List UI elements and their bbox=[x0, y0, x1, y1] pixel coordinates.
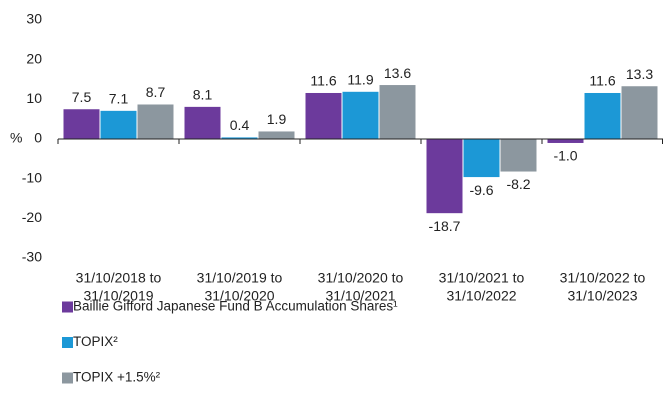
bar bbox=[500, 139, 537, 172]
bar bbox=[463, 139, 500, 178]
value-label: 11.6 bbox=[589, 73, 615, 89]
value-label: -18.7 bbox=[429, 218, 461, 234]
bar bbox=[342, 91, 379, 139]
value-label: 13.6 bbox=[384, 65, 411, 81]
y-tick-label: -10 bbox=[22, 169, 42, 185]
legend-swatch bbox=[62, 301, 73, 313]
value-label: 8.7 bbox=[146, 84, 166, 100]
legend-swatch bbox=[62, 337, 73, 348]
x-tick-label: 31/10/2018 to bbox=[76, 270, 162, 286]
value-label: 7.1 bbox=[109, 91, 129, 107]
x-tick-label: 31/10/2019 to bbox=[197, 270, 283, 286]
bar bbox=[100, 110, 137, 139]
bar bbox=[184, 106, 221, 139]
value-label: 1.9 bbox=[267, 111, 287, 127]
x-tick-label: 31/10/2019 bbox=[83, 288, 153, 304]
legend-label: TOPIX² bbox=[73, 334, 118, 349]
value-label: 13.3 bbox=[626, 66, 653, 82]
bar bbox=[621, 86, 658, 139]
bar bbox=[258, 131, 295, 139]
value-label: 11.6 bbox=[310, 73, 336, 89]
y-tick-label: -30 bbox=[22, 249, 42, 265]
x-tick-label: 31/10/2021 bbox=[325, 288, 395, 304]
bar bbox=[379, 85, 416, 139]
y-tick-label: -20 bbox=[22, 209, 42, 225]
legend-label: TOPIX +1.5%² bbox=[73, 370, 161, 385]
bar bbox=[305, 92, 342, 139]
x-tick-label: 31/10/2022 bbox=[446, 288, 516, 304]
value-label: 7.5 bbox=[72, 89, 92, 105]
value-label: 0.4 bbox=[230, 117, 250, 133]
bar bbox=[221, 137, 258, 139]
value-label: -9.6 bbox=[469, 182, 493, 198]
value-label: 11.9 bbox=[347, 71, 373, 87]
y-tick-label: 0 bbox=[34, 130, 42, 146]
x-tick-label: 31/10/2022 to bbox=[560, 270, 646, 286]
value-label: -1.0 bbox=[553, 148, 577, 164]
bar bbox=[584, 92, 621, 139]
y-tick-label: 30 bbox=[26, 11, 42, 27]
value-label: 8.1 bbox=[193, 87, 213, 103]
y-tick-label: 20 bbox=[26, 50, 42, 66]
legend-label: Baillie Gifford Japanese Fund B Accumula… bbox=[73, 299, 398, 314]
y-axis-label: % bbox=[10, 130, 22, 146]
legend-swatch bbox=[62, 372, 73, 384]
bar bbox=[426, 139, 463, 214]
x-tick-label: 31/10/2020 to bbox=[318, 270, 404, 286]
bar bbox=[137, 104, 174, 139]
bar bbox=[547, 139, 584, 143]
y-tick-label: 10 bbox=[26, 90, 42, 106]
x-tick-label: 31/10/2021 to bbox=[439, 270, 525, 286]
x-tick-label: 31/10/2023 bbox=[567, 288, 637, 304]
x-tick-label: 31/10/2020 bbox=[204, 288, 274, 304]
value-label: -8.2 bbox=[506, 176, 530, 192]
bar bbox=[63, 109, 100, 139]
